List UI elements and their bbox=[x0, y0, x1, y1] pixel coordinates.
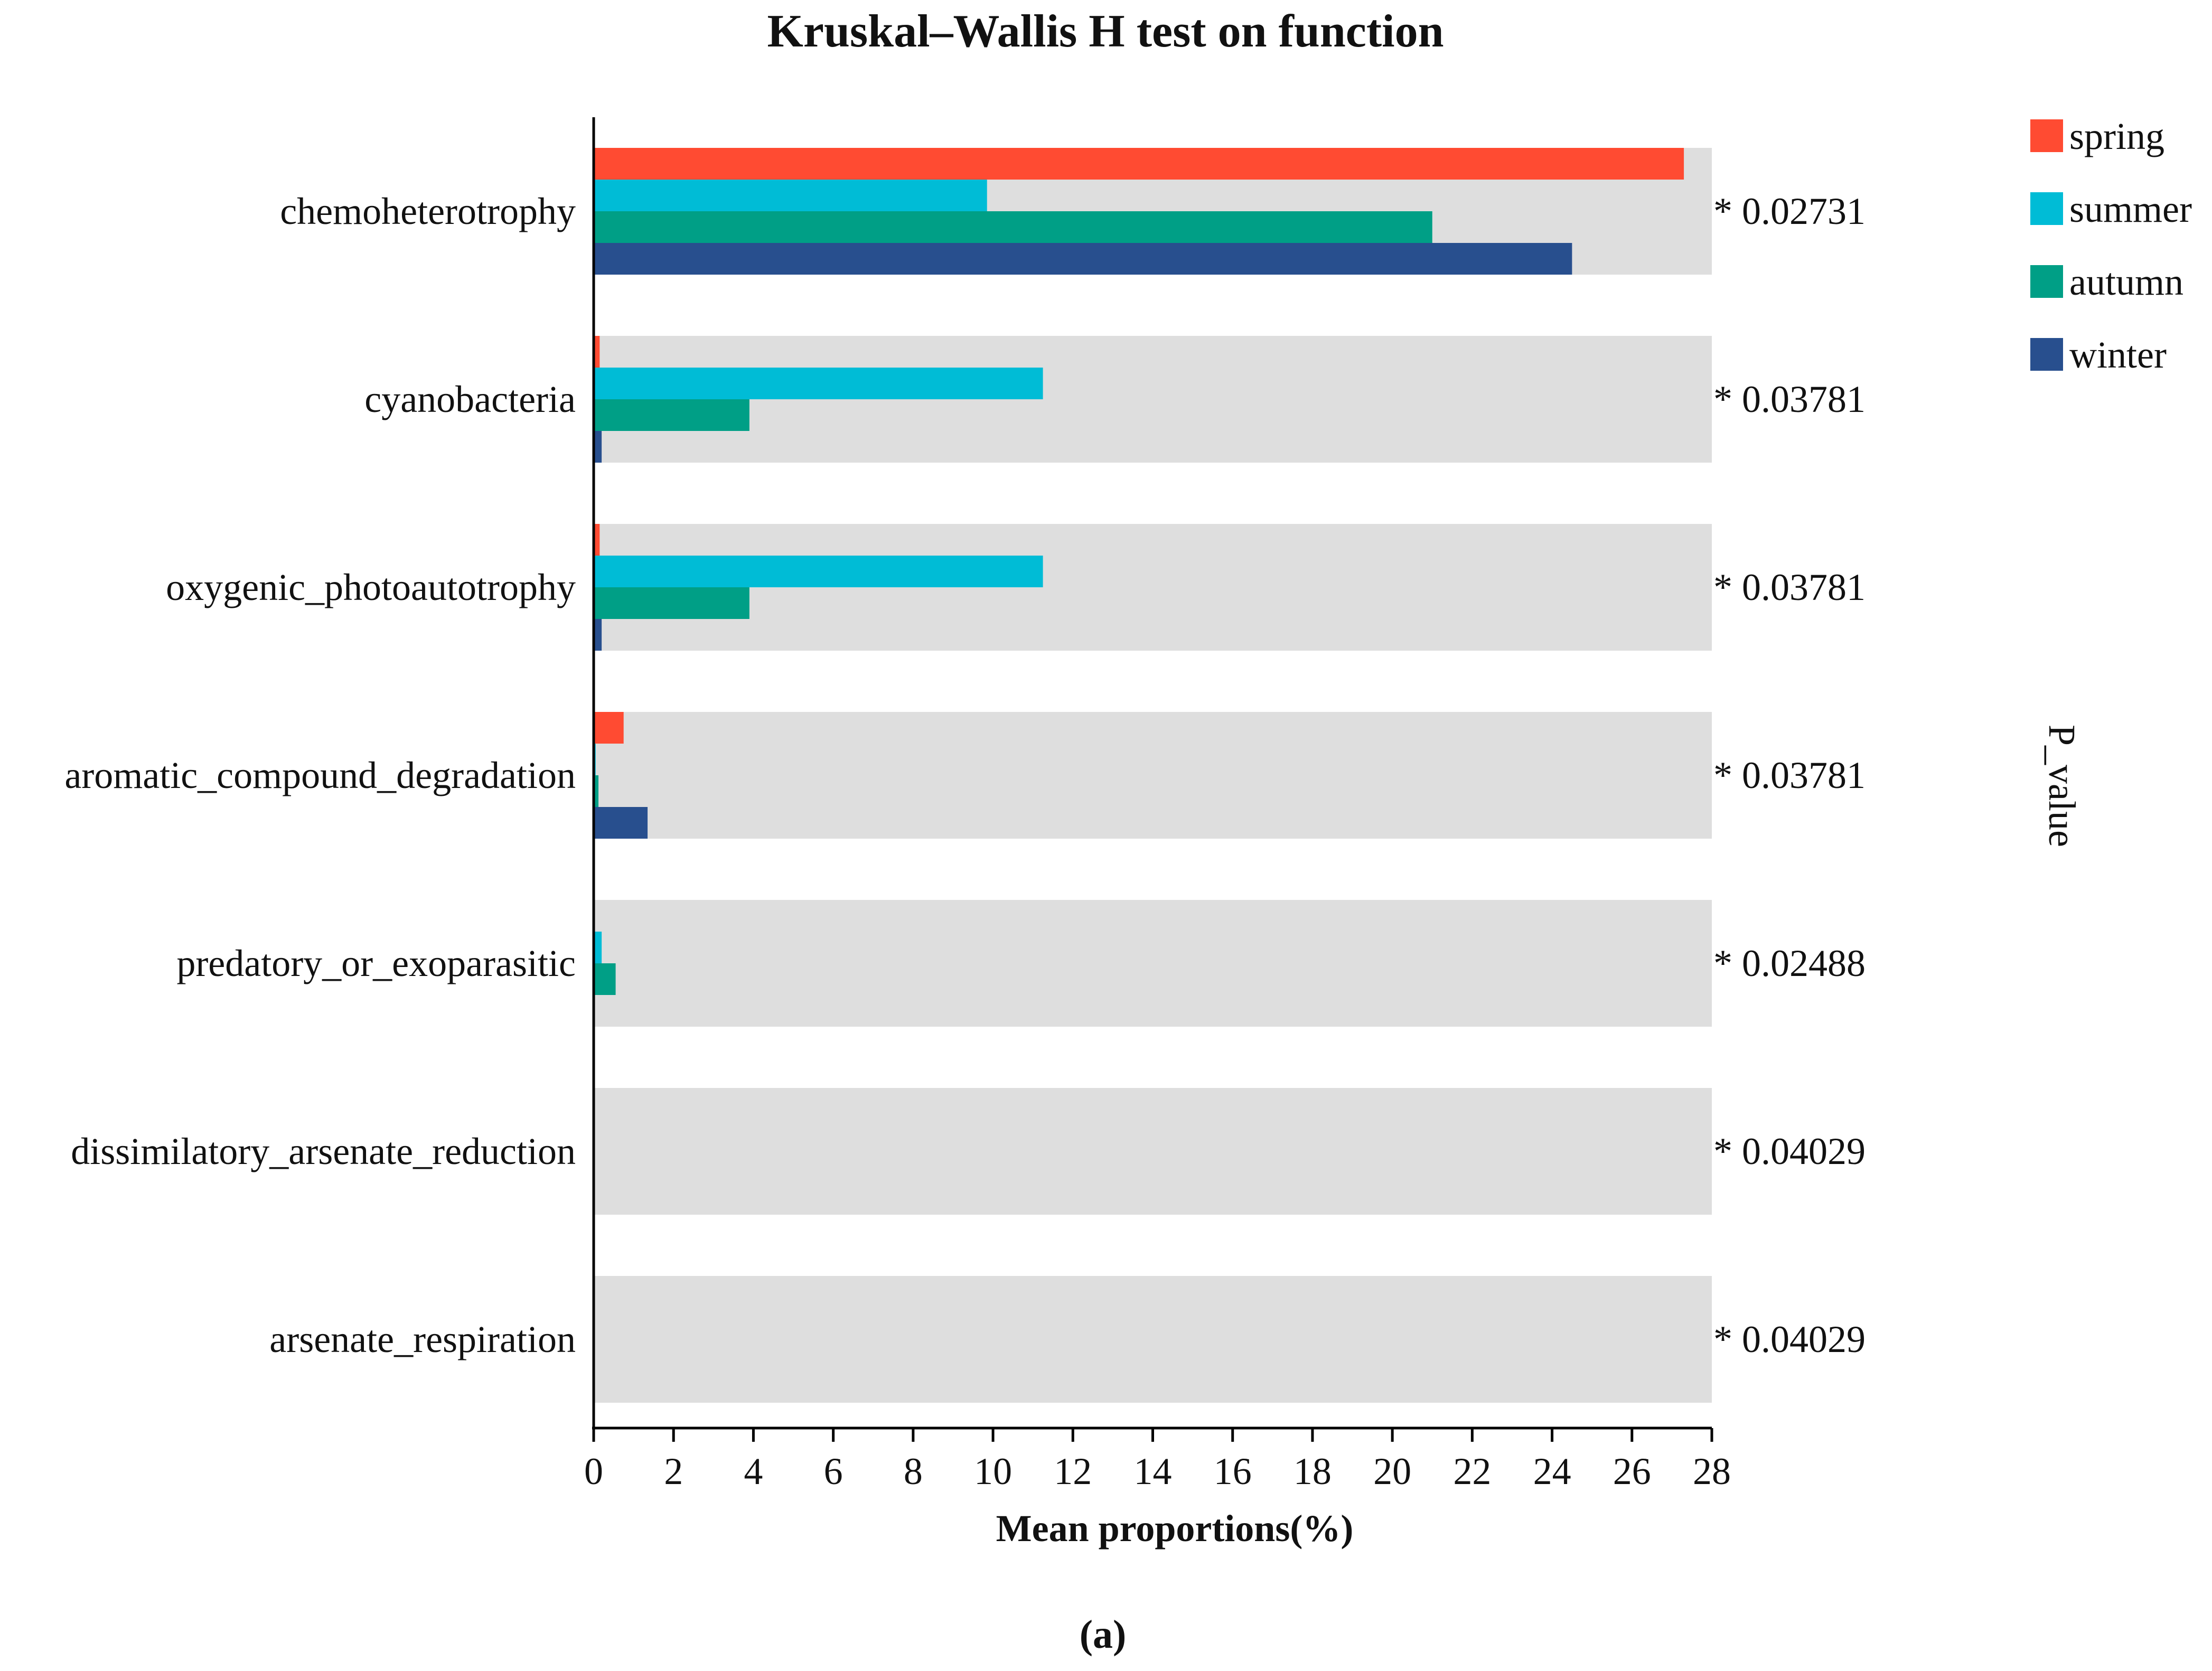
x-tick-label: 22 bbox=[1453, 1450, 1491, 1492]
x-tick-label: 12 bbox=[1054, 1450, 1092, 1492]
category-label: oxygenic_photoautotrophy bbox=[166, 566, 576, 608]
x-axis-ticks: 0 2 4 6 8 10 12 14 16 18 20 22 24 26 28 bbox=[584, 1428, 1731, 1492]
p-value-label: * 0.04029 bbox=[1713, 1318, 1866, 1360]
p-value-label: * 0.02488 bbox=[1713, 942, 1866, 984]
category-label: dissimilatory_arsenate_reduction bbox=[71, 1130, 576, 1172]
category-label: predatory_or_exoparasitic bbox=[176, 942, 576, 984]
category-label: arsenate_respiration bbox=[269, 1318, 576, 1360]
bar-winter bbox=[594, 243, 1572, 275]
p-value-label: * 0.03781 bbox=[1713, 378, 1866, 420]
bar-summer bbox=[594, 368, 1043, 399]
p-value-label: * 0.03781 bbox=[1713, 566, 1866, 608]
bar-winter bbox=[594, 619, 602, 651]
bar-spring bbox=[594, 148, 1684, 180]
x-tick-label: 28 bbox=[1693, 1450, 1731, 1492]
bar-spring bbox=[594, 712, 624, 744]
x-tick-label: 18 bbox=[1294, 1450, 1332, 1492]
p-value-label: * 0.03781 bbox=[1713, 754, 1866, 796]
legend: spring summer autumn winter bbox=[2030, 115, 2192, 376]
bar-autumn bbox=[594, 399, 749, 431]
legend-label-spring: spring bbox=[2069, 115, 2164, 157]
category-band bbox=[594, 1088, 1712, 1215]
x-axis-title: Mean proportions(%) bbox=[996, 1507, 1354, 1550]
x-tick-label: 4 bbox=[744, 1450, 763, 1492]
p-value-label: * 0.02731 bbox=[1713, 190, 1866, 232]
x-tick-label: 16 bbox=[1214, 1450, 1252, 1492]
x-tick-label: 8 bbox=[904, 1450, 923, 1492]
x-tick-label: 20 bbox=[1373, 1450, 1411, 1492]
x-tick-label: 6 bbox=[824, 1450, 843, 1492]
legend-swatch-summer bbox=[2030, 192, 2063, 225]
p-value-labels: * 0.02731 * 0.03781 * 0.03781 * 0.03781 * 0.… bbox=[1713, 190, 1866, 1360]
category-band bbox=[594, 1276, 1712, 1403]
bar-winter bbox=[594, 807, 648, 839]
bar-autumn bbox=[594, 587, 749, 619]
category-label: cyanobacteria bbox=[364, 378, 576, 420]
p-value-label: * 0.04029 bbox=[1713, 1130, 1866, 1172]
bar-spring bbox=[594, 336, 600, 368]
bar-autumn bbox=[594, 963, 616, 995]
bars bbox=[594, 148, 1684, 995]
x-tick-label: 26 bbox=[1613, 1450, 1651, 1492]
bar-autumn bbox=[594, 775, 599, 807]
figure-caption: (a) bbox=[1080, 1612, 1127, 1657]
bar-autumn bbox=[594, 211, 1432, 243]
bar-winter bbox=[594, 431, 602, 463]
category-labels: chemoheterotrophy cyanobacteria oxygenic_p… bbox=[64, 190, 576, 1360]
legend-swatch-winter bbox=[2030, 338, 2063, 371]
p-value-axis-label: P_value bbox=[2041, 725, 2083, 847]
legend-swatch-spring bbox=[2030, 119, 2063, 152]
legend-swatch-autumn bbox=[2030, 265, 2063, 298]
bar-spring bbox=[594, 524, 600, 556]
x-tick-label: 0 bbox=[584, 1450, 603, 1492]
x-tick-label: 2 bbox=[664, 1450, 683, 1492]
x-tick-label: 10 bbox=[974, 1450, 1012, 1492]
category-band bbox=[594, 712, 1712, 839]
legend-label-autumn: autumn bbox=[2069, 261, 2183, 303]
category-band bbox=[594, 900, 1712, 1027]
x-tick-label: 24 bbox=[1533, 1450, 1571, 1492]
bar-summer bbox=[594, 180, 987, 211]
category-bands bbox=[594, 148, 1712, 1403]
x-tick-label: 14 bbox=[1134, 1450, 1172, 1492]
bar-summer bbox=[594, 932, 602, 963]
legend-label-summer: summer bbox=[2069, 188, 2192, 230]
category-label: aromatic_compound_degradation bbox=[64, 754, 576, 796]
bar-summer bbox=[594, 556, 1043, 587]
legend-label-winter: winter bbox=[2069, 334, 2167, 376]
category-label: chemoheterotrophy bbox=[280, 190, 576, 232]
chart-title: Kruskal–Wallis H test on function bbox=[767, 6, 1444, 57]
